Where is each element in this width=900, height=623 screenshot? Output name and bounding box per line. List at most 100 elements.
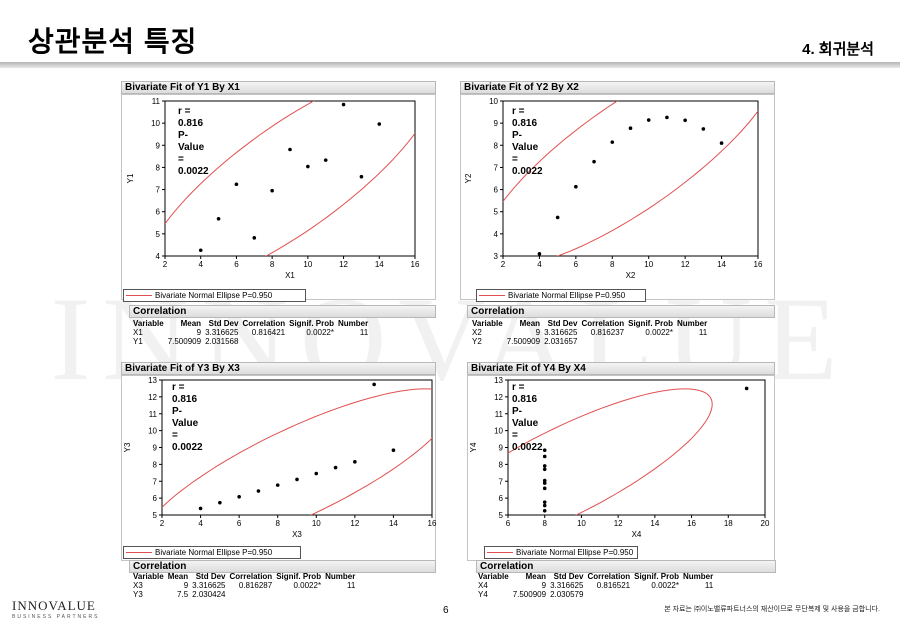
correlation-table: Variable Mean Std Dev Correlation Signif. Pr… <box>131 319 370 346</box>
legend-label: Bivariate Normal Ellipse P=0.950 <box>508 291 626 300</box>
table-cell: 11 <box>347 581 356 590</box>
table-cell: 2.031657 <box>544 337 578 346</box>
table-row: X4 9 3.316625 0.816521 0.0022* 11 <box>476 581 715 590</box>
data-point <box>610 140 615 144</box>
legend-label: Bivariate Normal Ellipse P=0.950 <box>516 548 634 557</box>
y-tick-label: 7 <box>156 186 161 195</box>
data-point <box>314 471 319 476</box>
x-tick-label: 8 <box>275 519 280 528</box>
data-point <box>341 102 346 107</box>
table-cell: 11 <box>698 328 708 337</box>
page-title: 상관분석 특징 <box>28 26 198 57</box>
table-cell: 9 <box>541 581 547 590</box>
table-cell <box>336 337 370 346</box>
table-cell <box>240 337 287 346</box>
x-tick-label: 8 <box>610 260 615 269</box>
y-tick-label: 7 <box>499 477 504 486</box>
data-point <box>542 486 547 491</box>
y-tick-label: 12 <box>494 393 503 402</box>
column-header: Signif. Prob <box>634 572 679 581</box>
table-header-row: Variable Mean Std Dev Correlation Signif. Pr… <box>470 319 709 328</box>
table-cell: X2 <box>472 328 482 337</box>
table-cell: Y3 <box>133 590 143 599</box>
table-cell: 9 <box>183 581 189 590</box>
x-tick-label: 8 <box>542 519 547 528</box>
x-tick-label: 2 <box>160 519 165 528</box>
table-cell: 3.316625 <box>205 328 239 337</box>
y-tick-label: 11 <box>152 97 161 106</box>
data-point <box>537 251 542 256</box>
p-value: P-Value = 0.0022 <box>512 406 543 453</box>
ellipse-legend: Bivariate Normal Ellipse P=0.950 <box>123 289 306 302</box>
column-header: Correlation <box>587 572 631 581</box>
correlation-header: Correlation <box>467 305 775 318</box>
y-tick-label: 5 <box>156 230 161 239</box>
legend-swatch <box>126 295 152 297</box>
x-tick-label: 12 <box>350 519 359 528</box>
column-header: Mean <box>167 572 189 581</box>
y-tick-label: 10 <box>494 427 503 436</box>
column-header: Std Dev <box>547 319 578 328</box>
data-point <box>542 448 547 452</box>
r-value: r = 0.816 <box>172 382 198 405</box>
data-point <box>256 489 261 493</box>
data-point <box>628 126 633 131</box>
data-point <box>391 448 396 452</box>
x-tick-label: 16 <box>754 260 763 269</box>
normal-ellipse <box>503 101 758 256</box>
column-header: Std Dev <box>195 572 226 581</box>
table-row: X3 9 3.316625 0.816287 0.0022* 11 <box>131 581 357 590</box>
data-point <box>744 386 749 391</box>
table-cell: 7.500909 <box>512 590 547 599</box>
column-header: Number <box>677 319 708 328</box>
x-tick-label: 10 <box>303 260 312 269</box>
y-tick-label: 11 <box>495 410 504 419</box>
x-tick-label: 10 <box>644 260 653 269</box>
data-point <box>542 464 547 468</box>
y-tick-label: 9 <box>494 119 499 128</box>
data-point <box>372 382 376 387</box>
plot-frame <box>460 94 775 300</box>
column-header: Variable <box>133 319 164 328</box>
column-header: Mean <box>519 319 541 328</box>
x-tick-label: 2 <box>163 260 168 269</box>
y-tick-label: 10 <box>151 119 160 128</box>
table-cell: Y2 <box>472 337 482 346</box>
bivariate-fit-title: Bivariate Fit of Y2 By X2 <box>460 81 775 94</box>
correlation-table: Variable Mean Std Dev Correlation Signif. Pr… <box>476 572 715 599</box>
data-point <box>275 483 280 487</box>
legend-swatch <box>126 552 152 554</box>
data-point <box>542 500 547 504</box>
table-row: Y4 7.500909 2.030579 <box>476 590 715 599</box>
data-point <box>198 248 203 253</box>
correlation-stats: r = 0.816 P-Value = 0.0022 <box>172 382 203 454</box>
y-tick-label: 8 <box>156 163 161 172</box>
p-value: P-Value = 0.0022 <box>178 130 209 177</box>
x-tick-label: 14 <box>389 519 398 528</box>
table-cell <box>579 337 626 346</box>
y-tick-label: 12 <box>148 393 157 402</box>
data-point <box>234 182 239 187</box>
slide-header: 상관분석 특징 4. 회귀분석 <box>0 0 900 68</box>
copyright-notice: 본 자료는 ㈜이노밸류파트너스의 재산이므로 무단복제 및 사용을 금합니다. <box>664 606 880 613</box>
correlation-stats: r = 0.816 P-Value = 0.0022 <box>512 106 543 178</box>
table-row: X1 9 3.316625 0.816421 0.0022* 11 <box>131 328 370 337</box>
data-point <box>701 127 706 131</box>
table-cell <box>585 590 632 599</box>
table-row: Y2 7.500909 2.031657 <box>470 337 709 346</box>
section-label: 4. 회귀분석 <box>802 41 874 58</box>
ellipse-legend: Bivariate Normal Ellipse P=0.950 <box>484 546 638 559</box>
table-cell: 7.5 <box>177 590 189 599</box>
table-cell: X4 <box>478 581 488 590</box>
data-point <box>542 481 547 485</box>
data-point <box>646 118 651 122</box>
table-cell <box>626 337 675 346</box>
column-header: Mean <box>180 319 202 328</box>
table-cell <box>323 590 357 599</box>
y-tick-label: 10 <box>148 427 157 436</box>
column-header: Signif. Prob <box>276 572 322 581</box>
page-number: 6 <box>443 605 449 616</box>
data-point <box>270 188 274 193</box>
table-cell: 9 <box>535 328 541 337</box>
